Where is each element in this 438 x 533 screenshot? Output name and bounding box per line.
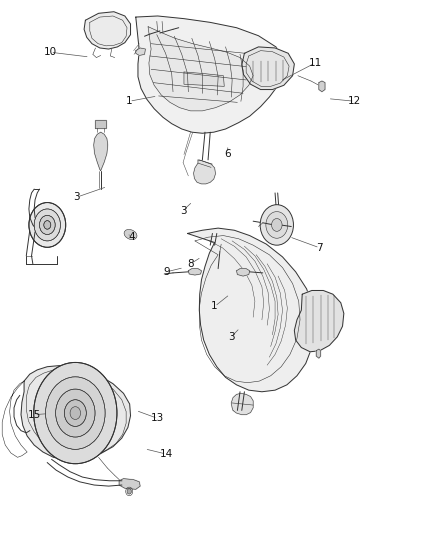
Text: 15: 15 — [28, 410, 41, 419]
Polygon shape — [188, 269, 201, 275]
Polygon shape — [237, 269, 250, 276]
Polygon shape — [231, 393, 253, 415]
Circle shape — [56, 389, 95, 437]
Circle shape — [39, 215, 55, 235]
Text: 10: 10 — [44, 47, 57, 57]
Text: 3: 3 — [228, 332, 235, 342]
Circle shape — [64, 400, 86, 426]
Text: 12: 12 — [348, 96, 361, 106]
Polygon shape — [187, 228, 314, 392]
Polygon shape — [148, 27, 253, 111]
Text: 6: 6 — [224, 149, 231, 158]
Polygon shape — [84, 12, 131, 49]
Text: 11: 11 — [309, 58, 322, 68]
Text: 3: 3 — [180, 206, 187, 215]
Text: 7: 7 — [316, 243, 323, 253]
Ellipse shape — [124, 229, 137, 240]
Circle shape — [272, 219, 282, 231]
Circle shape — [44, 221, 51, 229]
Text: 1: 1 — [211, 302, 218, 311]
Text: 9: 9 — [163, 267, 170, 277]
Circle shape — [70, 407, 81, 419]
Text: 4: 4 — [128, 232, 135, 242]
Polygon shape — [136, 16, 285, 133]
Polygon shape — [319, 81, 325, 92]
Polygon shape — [136, 48, 145, 55]
Polygon shape — [294, 290, 344, 352]
Polygon shape — [94, 132, 108, 171]
Polygon shape — [184, 72, 224, 86]
Polygon shape — [21, 366, 131, 459]
Text: 14: 14 — [160, 449, 173, 459]
Circle shape — [29, 203, 66, 247]
Circle shape — [266, 212, 288, 238]
Circle shape — [127, 489, 131, 494]
Polygon shape — [194, 160, 215, 184]
Circle shape — [34, 209, 60, 241]
Circle shape — [46, 377, 105, 449]
Circle shape — [34, 362, 117, 464]
Polygon shape — [119, 479, 140, 489]
Text: 13: 13 — [151, 414, 164, 423]
Polygon shape — [95, 120, 106, 128]
Polygon shape — [316, 349, 321, 358]
Text: 8: 8 — [187, 259, 194, 269]
Polygon shape — [242, 47, 294, 90]
Text: 3: 3 — [73, 192, 80, 202]
Circle shape — [260, 205, 293, 245]
Text: 1: 1 — [126, 96, 133, 106]
